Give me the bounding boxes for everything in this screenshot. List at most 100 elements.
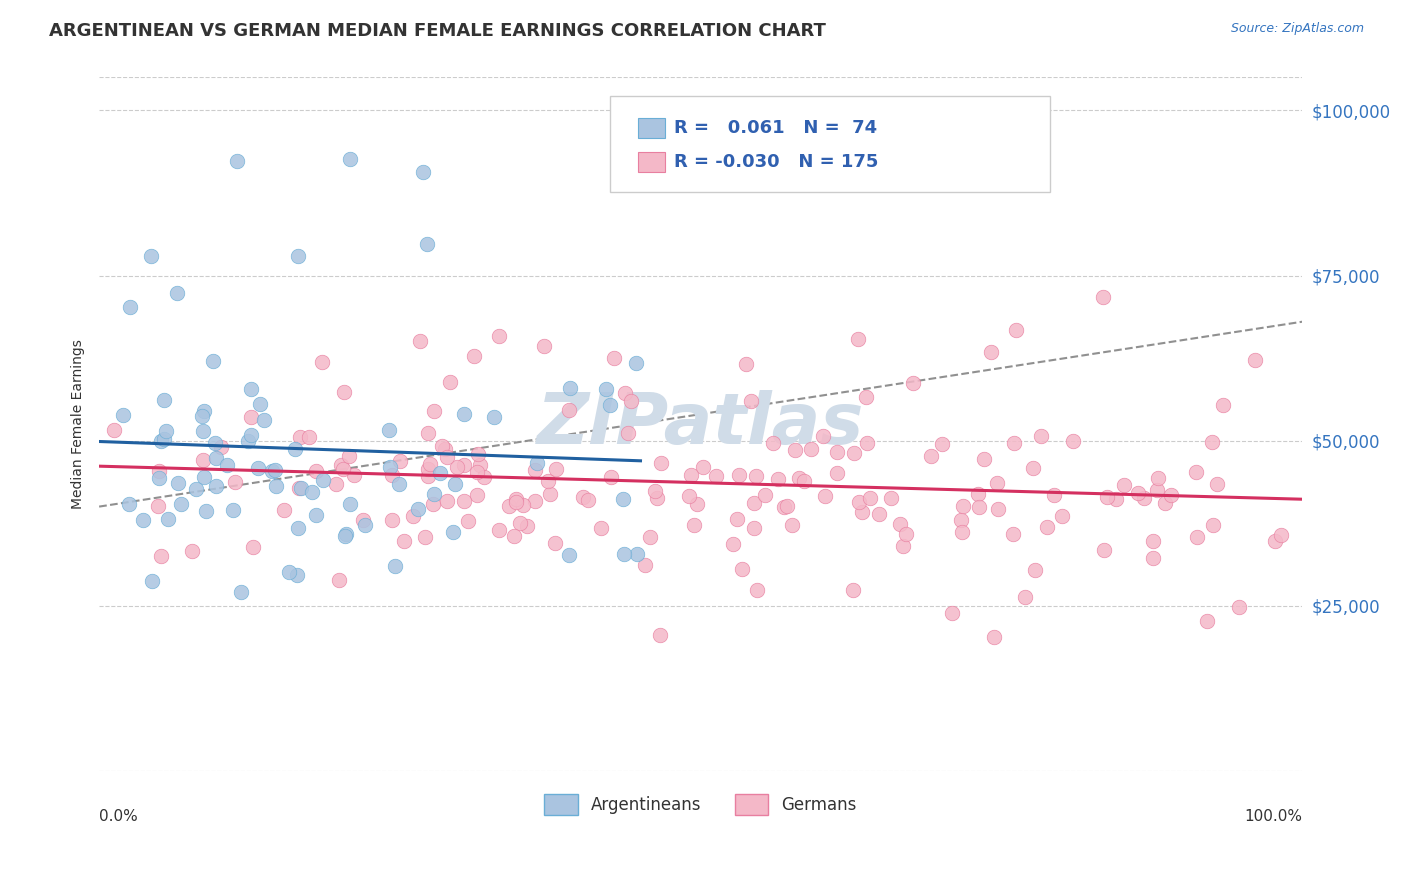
Point (1154, 495, 1177, 509)
Point (772, 500, 794, 514)
Point (558, 548, 581, 562)
Point (484, 409, 506, 424)
Point (394, 534, 416, 549)
Point (692, 460, 714, 475)
Point (419, 457, 441, 471)
Point (204, 478, 226, 492)
Point (614, 385, 637, 400)
Point (650, 628, 672, 642)
Point (290, 481, 312, 495)
Point (678, 489, 700, 503)
Point (433, 442, 456, 457)
Point (891, 539, 914, 553)
Point (613, 548, 636, 562)
Point (453, 458, 475, 473)
Point (204, 436, 226, 450)
Point (855, 390, 877, 404)
Point (1024, 563, 1046, 577)
Point (931, 437, 953, 451)
Point (1043, 487, 1066, 501)
Point (1062, 434, 1084, 449)
Point (288, 481, 311, 495)
Point (558, 402, 581, 417)
Point (157, 511, 180, 525)
Point (509, 516, 531, 531)
Point (1005, 322, 1028, 336)
Point (591, 521, 613, 535)
Bar (638, 152, 665, 172)
Point (1022, 461, 1045, 475)
Point (266, 479, 288, 493)
Point (205, 450, 228, 465)
Point (242, 540, 264, 554)
Point (184, 482, 207, 496)
Point (516, 519, 538, 533)
Point (973, 451, 995, 466)
Point (465, 466, 488, 480)
Point (728, 467, 751, 482)
Point (537, 474, 560, 488)
Point (523, 493, 546, 508)
Point (132, 513, 155, 527)
Point (430, 439, 453, 453)
Point (333, 385, 356, 400)
Point (290, 430, 312, 444)
Point (1097, 491, 1119, 505)
Point (1114, 478, 1136, 492)
Point (538, 487, 561, 501)
Point (967, 487, 990, 501)
Point (112, 408, 135, 422)
Point (644, 484, 666, 499)
Point (339, 152, 361, 166)
Point (457, 514, 479, 528)
Point (488, 524, 510, 538)
Point (191, 453, 214, 467)
Point (624, 356, 647, 370)
Point (273, 503, 295, 517)
Point (141, 574, 163, 589)
Point (191, 409, 214, 424)
Point (811, 428, 834, 442)
Point (766, 472, 789, 486)
Point (754, 487, 776, 501)
Point (950, 525, 973, 540)
Point (1195, 614, 1218, 628)
Point (1092, 290, 1115, 304)
Point (226, 153, 249, 168)
Point (446, 460, 468, 475)
Point (406, 501, 429, 516)
Point (339, 497, 361, 511)
Point (221, 503, 243, 517)
Point (388, 453, 411, 467)
Point (284, 442, 307, 456)
Point (647, 491, 669, 505)
Point (239, 427, 262, 442)
Point (298, 430, 321, 444)
Point (465, 488, 488, 502)
Point (352, 513, 374, 527)
Point (725, 512, 748, 526)
Point (118, 300, 141, 314)
Point (181, 544, 204, 558)
Point (402, 509, 425, 524)
Point (842, 583, 865, 598)
Point (236, 434, 259, 448)
Point (152, 432, 174, 446)
Point (576, 492, 599, 507)
Point (783, 443, 806, 458)
Point (148, 464, 170, 478)
Point (1029, 429, 1052, 443)
Point (277, 565, 299, 579)
Point (1002, 436, 1025, 450)
Point (787, 471, 810, 485)
Point (311, 355, 333, 369)
Point (343, 467, 366, 482)
Point (1201, 435, 1223, 450)
Point (170, 498, 193, 512)
Point (240, 383, 263, 397)
Point (526, 457, 548, 471)
Point (436, 494, 458, 508)
Point (814, 489, 837, 503)
Point (1160, 488, 1182, 502)
Legend: Argentineans, Germans: Argentineans, Germans (537, 788, 863, 822)
